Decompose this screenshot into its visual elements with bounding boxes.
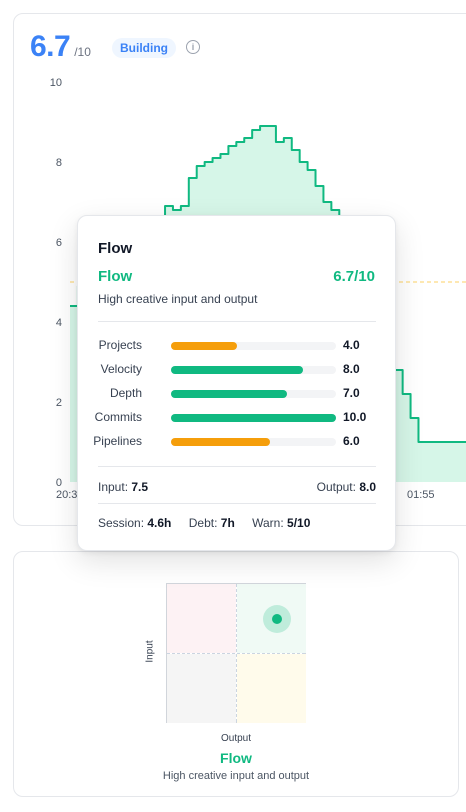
matrix-x-axis-label: Output [220,733,252,744]
quadrant-top-left [167,584,236,653]
status-badge: Building [112,38,176,58]
x-tick-label: 01:55 [407,489,435,501]
score-max: /10 [74,45,91,59]
metric-track [171,414,336,422]
tooltip-score: 6.7/10 [333,268,375,285]
quadrant-bottom-right [237,654,306,723]
input-output-matrix [166,583,306,723]
tooltip-divider [98,466,376,467]
metric-label: Velocity [100,362,142,376]
output-group: Output: 8.0 [317,480,376,494]
session-value: 4.6h [147,516,172,530]
session-stat: Session: 4.6h [98,516,171,530]
quadrant-top-right [237,584,306,653]
debt-value: 7h [220,516,235,530]
x-axis-ticks: 20:3 01:55 [56,489,435,501]
y-tick-label: 6 [56,237,62,249]
matrix-state-name: Flow [220,750,252,766]
metric-value: 8.0 [343,362,360,376]
y-tick-label: 4 [56,317,62,329]
tooltip-state: Flow [98,268,133,285]
score-value: 6.7 [30,30,71,63]
output-label: Output: [316,480,356,494]
current-state-marker [272,613,283,624]
metric-fill [171,342,237,350]
tooltip-description: High creative input and output [98,292,258,306]
session-label: Session: [98,516,145,530]
metric-label: Projects [98,338,142,352]
y-tick-label: 8 [56,157,62,169]
metric-fill [171,390,287,398]
metric-track [171,366,336,374]
warn-label: Warn: [252,516,284,530]
input-value: 7.5 [131,480,149,494]
metric-track [171,390,336,398]
tooltip-title: Flow [98,240,133,257]
warn-stat: Warn: 5/10 [252,516,310,530]
metric-fill [171,366,303,374]
metric-track [171,438,336,446]
tooltip-divider [98,321,376,322]
metric-row-velocity: Velocity 8.0 [98,361,376,377]
tooltip-divider [98,503,376,504]
info-icon[interactable]: i [186,40,200,54]
matrix-state-description: High creative input and output [162,770,310,782]
x-tick-label: 20:3 [56,489,77,501]
metric-row-pipelines: Pipelines 6.0 [93,433,376,449]
metric-value: 4.0 [343,338,360,352]
debt-stat: Debt: 7h [189,516,235,530]
metric-value: 10.0 [343,410,367,424]
metric-label: Commits [94,410,142,424]
tooltip-io-row: Input: 7.5 Output: 8.0 [98,480,376,494]
metric-fill [171,414,336,422]
y-tick-label: 0 [56,477,62,489]
metric-track [171,342,336,350]
y-axis-ticks: 0 2 4 6 8 10 [50,77,62,489]
y-tick-label: 10 [50,77,62,89]
metric-label: Depth [109,386,142,400]
metric-fill [171,438,270,446]
quadrant-bottom-left [167,654,236,723]
metric-row-projects: Projects 4.0 [98,337,376,353]
matrix-y-axis-label: Input [144,640,156,663]
debt-label: Debt: [188,516,218,530]
metric-row-commits: Commits 10.0 [94,409,376,425]
score-display: 6.7 /10 [30,30,91,66]
metric-label: Pipelines [93,434,142,448]
chart-tooltip: Flow Flow 6.7/10 High creative input and… [77,215,396,551]
output-value: 8.0 [359,480,376,494]
input-label: Input: [98,480,129,494]
matrix-horizontal-divider [167,653,305,654]
y-tick-label: 2 [56,397,62,409]
metric-value: 7.0 [343,386,360,400]
metric-row-depth: Depth 7.0 [98,385,376,401]
tooltip-stats-row: Session: 4.6h Debt: 7h Warn: 5/10 [98,516,324,530]
metric-value: 6.0 [343,434,360,448]
warn-value: 5/10 [287,516,311,530]
